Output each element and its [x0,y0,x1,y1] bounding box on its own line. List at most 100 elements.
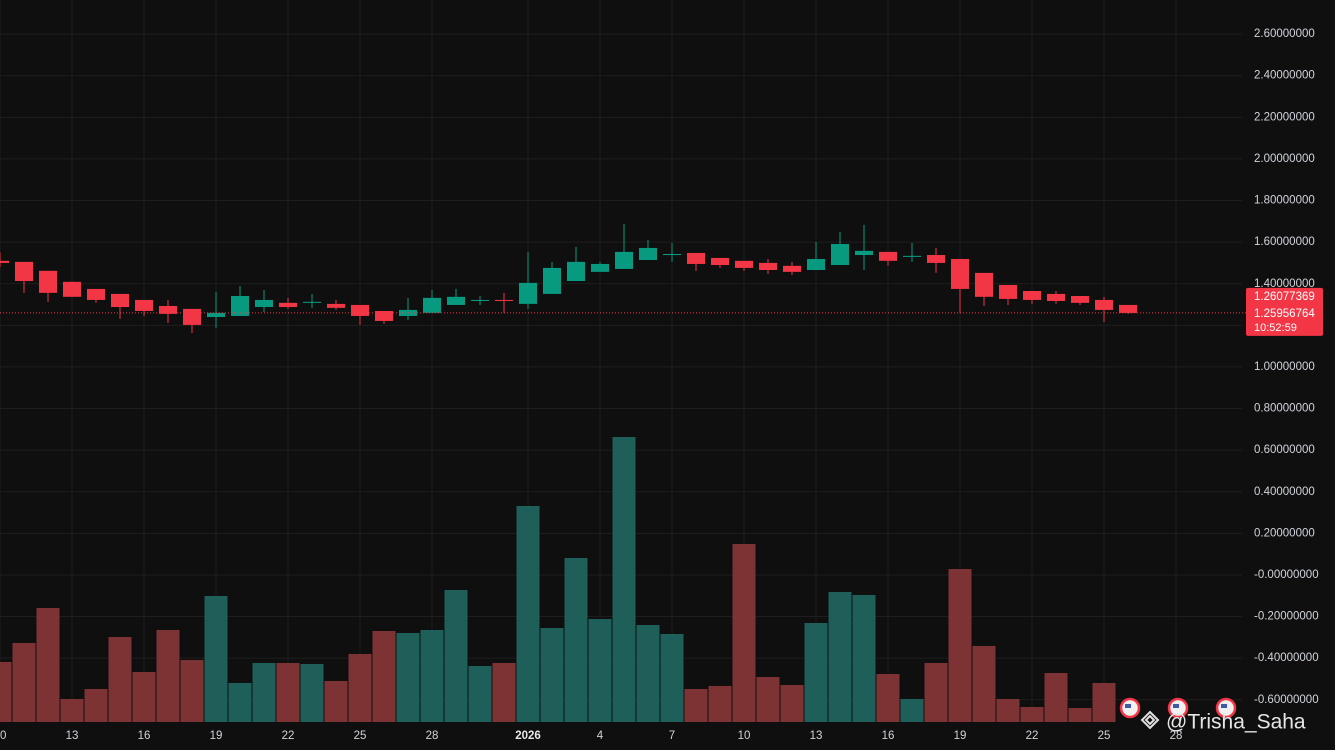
candle-body [159,305,177,314]
candles [0,223,1137,334]
x-tick-label: 4 [597,730,604,742]
candle-body [1047,293,1065,301]
volume-bar [612,437,636,722]
candle-body [15,261,33,282]
candle-body [63,281,81,297]
candle-body [495,299,513,301]
volume-bar [60,699,84,722]
candle-body [519,282,537,304]
y-tick-label: 0.80000000 [1254,403,1315,415]
volume-bar [372,631,396,722]
candle-body [903,255,921,257]
x-tick-label: 13 [66,730,79,742]
y-tick-label: 1.60000000 [1254,236,1315,248]
volume-bar [1068,708,1092,722]
candle-body [567,261,585,282]
candle-body [807,258,825,270]
price-label-top: 1.26077369 [1254,291,1315,303]
candle-body [759,262,777,270]
y-tick-label: 1.80000000 [1254,195,1315,207]
candle-body [879,251,897,261]
candle-body [423,297,441,313]
x-tick-label: 19 [210,730,223,742]
volume-bar [84,689,108,722]
y-tick-label: -0.00000000 [1254,569,1319,581]
volume-bar [276,663,300,722]
volume-bar [0,662,12,722]
candle-body [279,302,297,308]
candle-body [207,312,225,318]
flag [1125,704,1131,708]
y-tick-label: 2.60000000 [1254,28,1315,40]
volume-bar [300,664,324,722]
volume-bar [420,630,444,722]
candle-body [1023,291,1041,300]
x-tick-label: 16 [882,730,895,742]
volume-bar [132,672,156,722]
volume-bar [1044,673,1068,722]
volume-bar [516,506,540,722]
candle-body [327,303,345,308]
volume-bar [660,634,684,722]
y-tick-label: 2.20000000 [1254,111,1315,123]
watermark-text: @Trisha_Saha [1166,711,1306,734]
volume-bar [876,674,900,722]
candle-body [999,284,1017,299]
y-tick-label: 0.40000000 [1254,486,1315,498]
candle-body [0,260,9,263]
volume-bar [948,569,972,722]
candle-body [183,308,201,325]
volume-bar [804,623,828,722]
candle-body [231,295,249,316]
y-tick-label: -0.60000000 [1254,694,1319,706]
candle-body [1119,304,1137,313]
y-tick-label: 1.00000000 [1254,361,1315,373]
volume-bar [180,660,204,722]
volume-bar [228,683,252,722]
volume-bar [1020,707,1044,722]
candle-body [1095,299,1113,310]
x-tick-label: 22 [1026,730,1039,742]
volume-bar [396,633,420,722]
volume-bar [36,608,60,722]
candle-body [351,304,369,316]
candle-body [735,260,753,268]
volume-bar [636,625,660,722]
x-tick-label: 25 [354,730,367,742]
volume-bar [996,699,1020,722]
x-tick-label: 19 [954,730,967,742]
volume-bar [540,628,564,722]
volume-bar [252,663,276,722]
candle-body [375,310,393,321]
volume-bar [348,654,372,722]
candle-body [543,267,561,294]
countdown: 10:52:59 [1254,322,1297,334]
candle-body [255,299,273,308]
volume-bar [780,685,804,722]
x-tick-label: 10 [738,730,751,742]
volume-bar [828,592,852,722]
volume-bar [492,663,516,722]
candle-body [447,296,465,305]
volume-bar [924,663,948,722]
candle-body [975,272,993,297]
volume [0,437,1116,722]
candle-body [639,247,657,261]
x-tick-label: 13 [810,730,823,742]
candle-body [135,299,153,311]
candle-body [831,243,849,266]
x-tick-label: 10 [0,730,6,742]
logo [1140,710,1160,730]
x-tick-label: 28 [1170,730,1183,742]
candle-body [591,263,609,272]
candle-body [87,288,105,300]
volume-bar [684,689,708,722]
volume-bar [108,637,132,722]
candle-body [687,252,705,264]
volume-bar [324,681,348,722]
y-tick-label: 2.40000000 [1254,70,1315,82]
volume-bar [204,596,228,722]
x-tick-label: 28 [426,730,439,742]
